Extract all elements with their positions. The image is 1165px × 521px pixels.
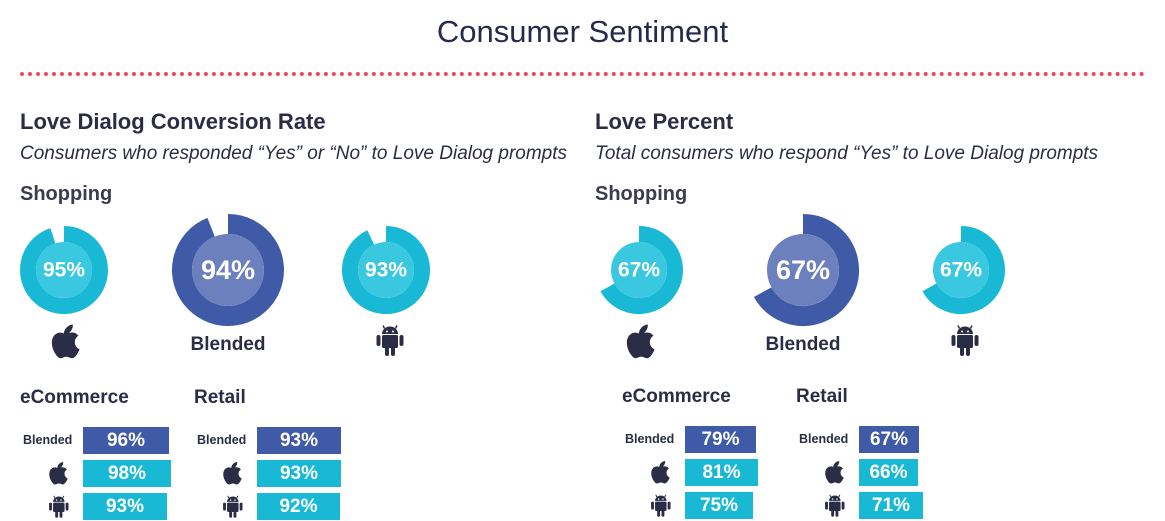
section-title: eCommerce bbox=[622, 386, 731, 407]
bar-ios: 81% bbox=[685, 459, 758, 486]
donut-value-label: 94% bbox=[201, 255, 255, 285]
donut-value-label: 95% bbox=[43, 259, 85, 282]
donut-arc bbox=[600, 226, 683, 314]
apple-icon bbox=[651, 461, 670, 484]
apple-icon bbox=[825, 461, 844, 484]
bar-blended: 96% bbox=[83, 427, 169, 454]
panel-title: Love Percent bbox=[595, 109, 734, 134]
android-icon bbox=[376, 325, 404, 356]
apple-icon bbox=[626, 324, 655, 359]
donut-arc bbox=[342, 226, 430, 314]
row-label: Blended bbox=[23, 433, 73, 447]
donut-ios-1: 67% bbox=[600, 226, 683, 314]
donut-arc bbox=[20, 226, 108, 314]
blended-label: Blended bbox=[765, 334, 841, 355]
row-label: Blended bbox=[625, 432, 675, 446]
donut-blended-0: 94% bbox=[172, 214, 284, 326]
blended-label: Blended bbox=[190, 334, 266, 355]
donut-arc bbox=[922, 226, 1005, 314]
panel-subtitle: Total consumers who respond “Yes” to Lov… bbox=[595, 143, 1099, 164]
android-icon bbox=[651, 494, 671, 517]
donut-value-label: 93% bbox=[365, 259, 407, 282]
bar-android: 75% bbox=[685, 492, 753, 519]
donut-value-label: 67% bbox=[618, 259, 660, 282]
android-icon bbox=[825, 494, 845, 517]
donut-value-label: 67% bbox=[940, 259, 982, 282]
donut-center bbox=[36, 242, 92, 298]
section-title: eCommerce bbox=[20, 387, 129, 408]
donut-blended-1: 67% bbox=[753, 214, 859, 326]
apple-icon bbox=[49, 462, 68, 485]
bar-blended: 93% bbox=[257, 427, 341, 454]
bar-blended: 79% bbox=[685, 426, 756, 453]
panel-title: Love Dialog Conversion Rate bbox=[20, 109, 326, 134]
row-label: Blended bbox=[799, 432, 849, 446]
bar-blended: 67% bbox=[859, 426, 919, 453]
donut-android-0: 93% bbox=[342, 226, 430, 314]
bar-android: 92% bbox=[257, 493, 340, 520]
row-label: Blended bbox=[197, 433, 247, 447]
bar-ios: 66% bbox=[859, 459, 918, 486]
android-icon bbox=[223, 495, 243, 518]
bar-android: 71% bbox=[859, 492, 923, 519]
android-icon bbox=[49, 495, 69, 518]
bar-android: 93% bbox=[83, 493, 167, 520]
donut-arc bbox=[172, 214, 284, 326]
apple-icon bbox=[51, 324, 80, 359]
donut-center bbox=[767, 234, 839, 306]
section-title: Retail bbox=[796, 386, 848, 407]
bar-ios: 93% bbox=[257, 460, 341, 487]
panel-subtitle: Consumers who responded “Yes” or “No” to… bbox=[20, 143, 568, 164]
donut-ios-0: 95% bbox=[20, 226, 108, 314]
donut-android-1: 67% bbox=[922, 226, 1005, 314]
donut-center bbox=[358, 242, 414, 298]
section-title: Retail bbox=[194, 387, 246, 408]
bar-ios: 98% bbox=[83, 460, 171, 487]
apple-icon bbox=[223, 462, 242, 485]
donut-center bbox=[611, 242, 667, 298]
page-title: Consumer Sentiment bbox=[436, 14, 729, 49]
group-label: Shopping bbox=[20, 183, 113, 205]
donut-center bbox=[192, 234, 264, 306]
donut-center bbox=[933, 242, 989, 298]
divider bbox=[20, 72, 1145, 76]
donut-arc bbox=[753, 214, 859, 326]
android-icon bbox=[951, 325, 979, 356]
group-label: Shopping bbox=[595, 183, 688, 205]
donut-value-label: 67% bbox=[776, 255, 830, 285]
